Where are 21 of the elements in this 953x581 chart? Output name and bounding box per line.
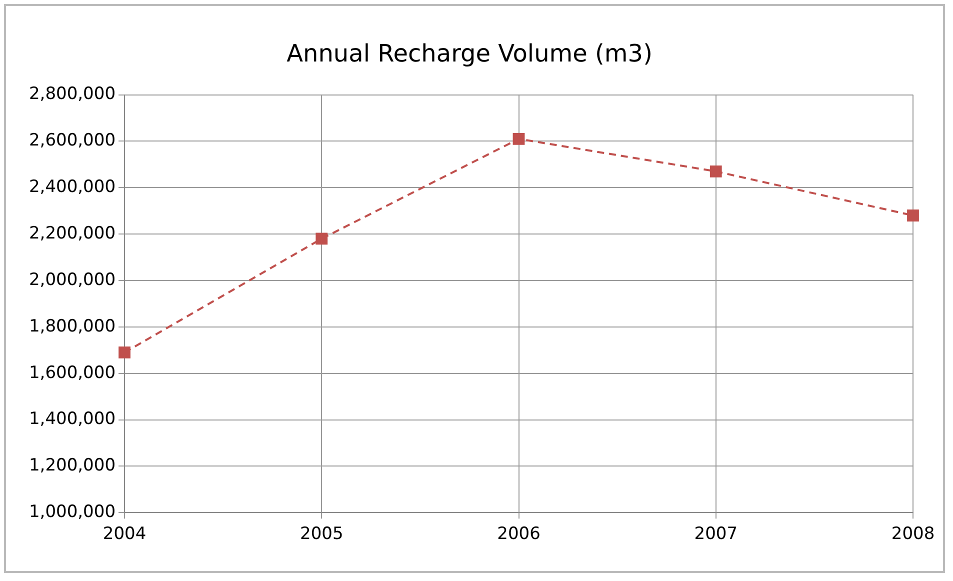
- y-tick-label: 2,400,000: [28, 177, 116, 198]
- x-tick-label: 2008: [891, 524, 935, 544]
- x-tick-label: 2007: [694, 524, 738, 544]
- x-tick-label: 2005: [300, 524, 344, 544]
- y-tick-label: 2,000,000: [28, 270, 116, 290]
- point: [907, 210, 919, 222]
- y-tick-label: 1,200,000: [28, 456, 116, 476]
- y-tick-label: 1,600,000: [28, 362, 116, 383]
- y-tick-label: 2,600,000: [28, 130, 116, 151]
- point: [512, 132, 525, 145]
- point: [710, 165, 722, 178]
- x-tick-label: 2004: [102, 524, 146, 544]
- y-tick-label: 2,200,000: [28, 223, 116, 244]
- x-tick-label: 2006: [497, 524, 540, 544]
- point: [316, 232, 328, 245]
- chart-title: Annual Recharge Volume (m3): [286, 40, 652, 68]
- y-tick-label: 1,400,000: [28, 409, 116, 430]
- y-tick-label: 1,000,000: [28, 502, 116, 522]
- y-tick-label: 1,800,000: [28, 316, 116, 336]
- point: [118, 346, 130, 358]
- y-tick-label: 2,800,000: [28, 84, 116, 104]
